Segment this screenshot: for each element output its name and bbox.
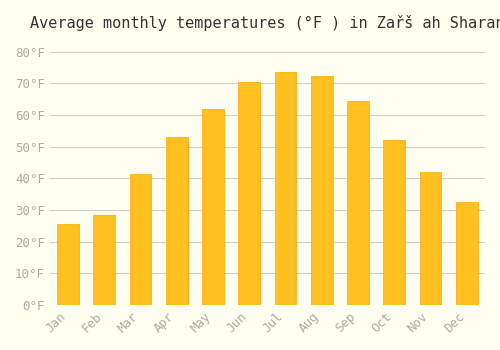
Bar xyxy=(347,101,369,305)
Bar xyxy=(238,82,260,305)
Bar xyxy=(274,72,296,305)
Bar xyxy=(166,137,188,305)
Bar xyxy=(130,174,152,305)
Bar xyxy=(202,109,224,305)
Bar xyxy=(420,172,442,305)
Bar xyxy=(57,224,79,305)
Bar xyxy=(456,202,477,305)
Title: Average monthly temperatures (°F ) in Zařš ah Sharan: Average monthly temperatures (°F ) in Za… xyxy=(30,15,500,31)
Bar xyxy=(94,215,115,305)
Bar xyxy=(384,140,405,305)
Bar xyxy=(311,76,332,305)
